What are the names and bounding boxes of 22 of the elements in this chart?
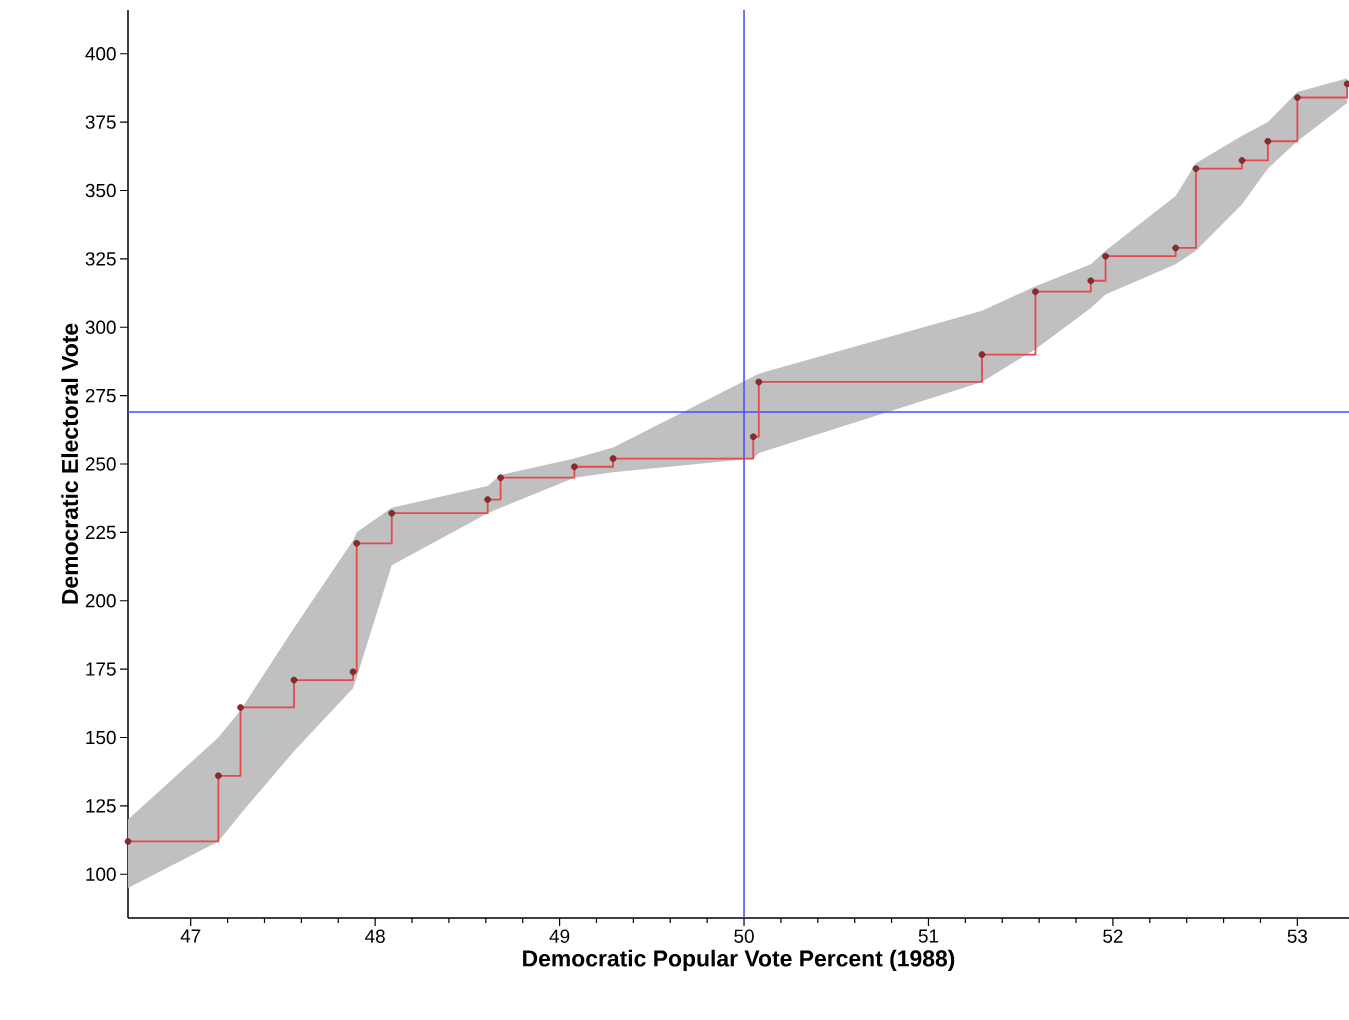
y-tick-label: 225 <box>85 525 116 540</box>
y-tick-label: 375 <box>85 115 116 129</box>
x-tick-label: 49 <box>549 929 570 943</box>
x-tick-label: 47 <box>180 929 201 943</box>
x-tick-label: 51 <box>918 929 939 943</box>
y-tick-label: 350 <box>85 183 116 198</box>
x-axis-title: Democratic Popular Vote Percent (1988) <box>523 949 955 972</box>
y-tick-label: 100 <box>86 867 116 881</box>
y-tick-label: 125 <box>86 799 116 813</box>
x-tick-label: 50 <box>734 929 754 943</box>
y-tick-label: 200 <box>85 594 116 608</box>
x-tick-label: 48 <box>365 929 385 943</box>
y-tick-label: 300 <box>85 320 116 334</box>
x-tick-label: 52 <box>1103 929 1123 943</box>
y-tick-label: 150 <box>86 730 116 745</box>
y-tick-label: 250 <box>85 457 116 471</box>
x-tick-label: 53 <box>1287 929 1308 943</box>
y-tick-label: 400 <box>85 47 116 61</box>
y-tick-label: 175 <box>86 662 116 676</box>
y-tick-label: 275 <box>85 388 116 403</box>
y-tick-label: 325 <box>85 252 116 266</box>
y-axis-title: Democratic Electoral Vote <box>61 323 79 604</box>
